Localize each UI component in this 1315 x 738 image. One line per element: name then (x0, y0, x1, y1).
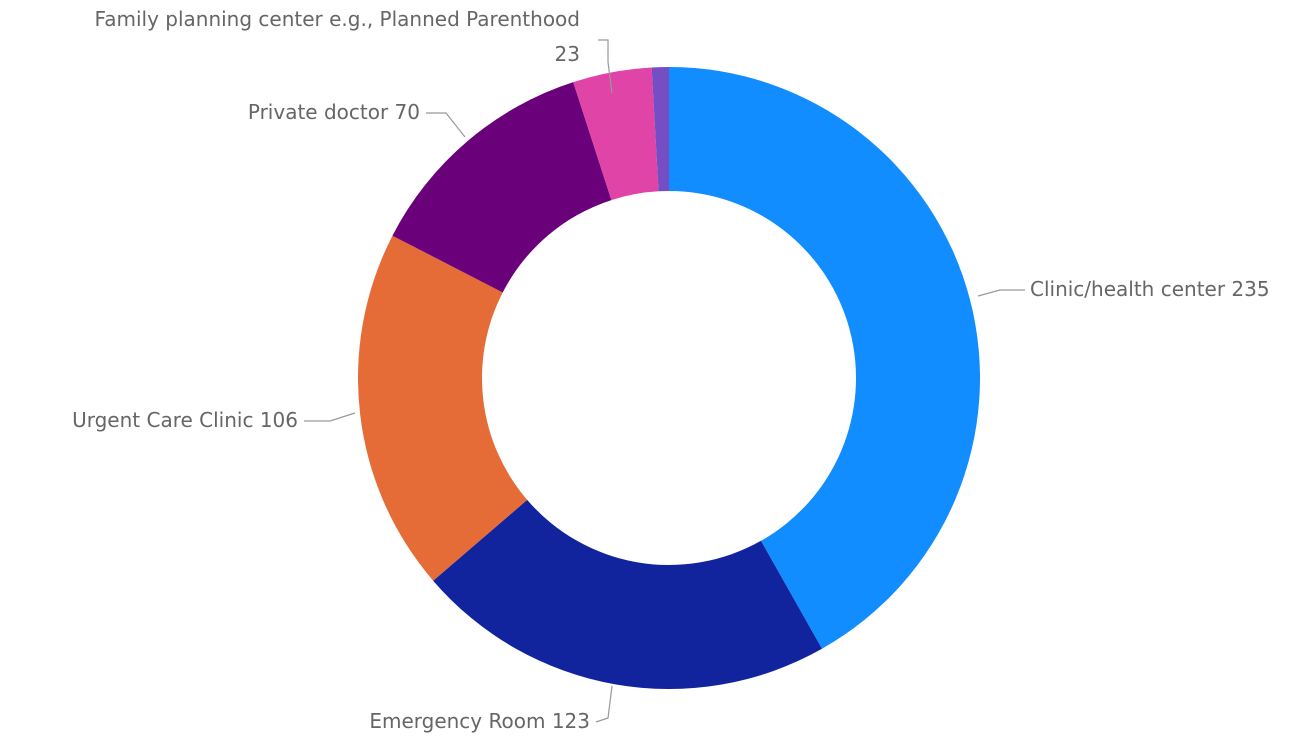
leader-line (304, 412, 356, 422)
data-label: Private doctor 70 (248, 100, 420, 124)
value-label: 70 (395, 100, 420, 124)
value-label: 106 (260, 408, 298, 432)
data-label: 23 (555, 42, 580, 66)
donut-slice (651, 67, 669, 192)
donut-slice (433, 499, 822, 689)
leader-line (426, 112, 466, 138)
category-name: Emergency Room (369, 709, 545, 733)
data-label: Clinic/health center 235 (1030, 277, 1270, 301)
leader-line (977, 289, 1025, 297)
donut-slice (669, 67, 980, 649)
donut-slice (392, 82, 612, 293)
category-name: Family planning center e.g., Planned Par… (95, 7, 580, 31)
category-name: Clinic/health center (1030, 277, 1226, 301)
donut-slice (358, 235, 528, 581)
value-label: 123 (552, 709, 590, 733)
category-name: Urgent Care Clinic (72, 408, 253, 432)
data-label: Urgent Care Clinic 106 (72, 408, 298, 432)
donut-slice (573, 67, 659, 201)
leader-line (598, 39, 613, 94)
data-label: Emergency Room 123 (369, 709, 590, 733)
data-label: Family planning center e.g., Planned Par… (95, 7, 580, 31)
value-label: 23 (555, 42, 580, 66)
leader-line (595, 685, 613, 723)
category-name: Private doctor (248, 100, 389, 124)
value-label: 235 (1231, 277, 1269, 301)
